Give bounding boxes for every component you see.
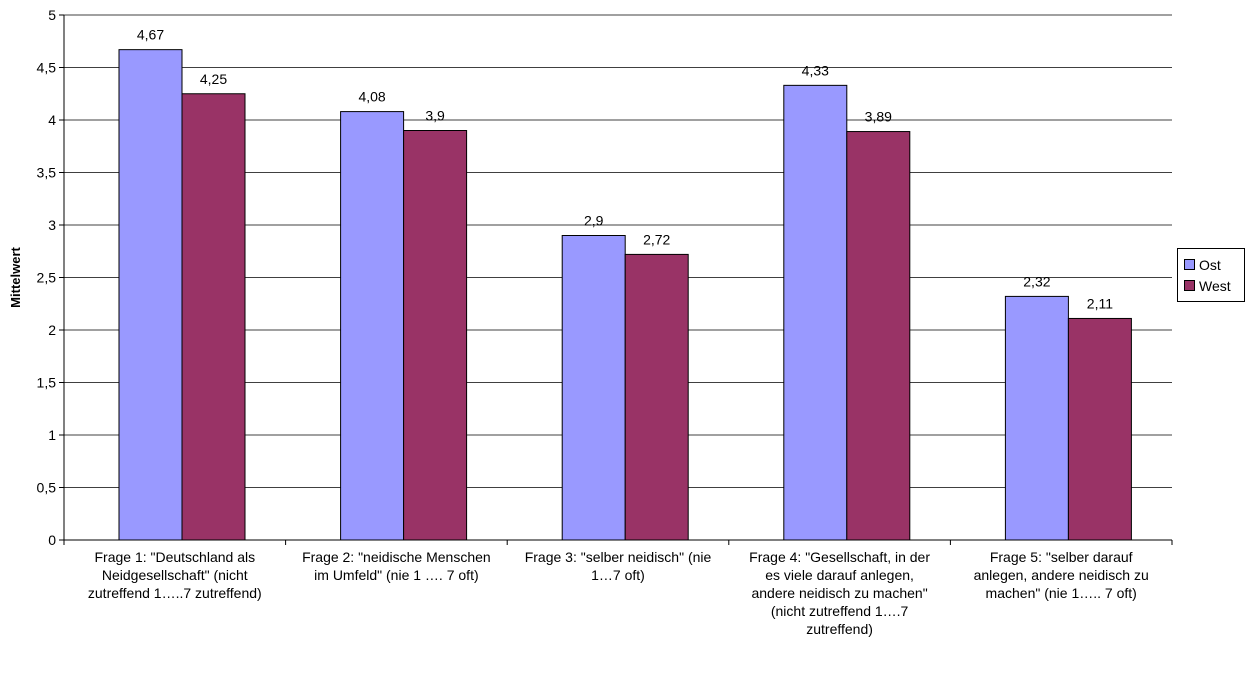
data-label-ost-5: 2,32 [1023,273,1050,289]
y-tick-label: 5 [48,7,56,23]
x-tick-label: Frage 2: "neidische Menschen im Umfeld" … [302,549,491,583]
y-tick-label: 4 [48,112,56,128]
y-tick-label: 1 [48,427,56,443]
y-axis-label: Mittelwert [8,246,23,307]
data-label-west-4: 3,89 [865,109,892,125]
bar-ost-1 [118,49,183,541]
bar-west-2 [403,130,468,541]
x-tick-label: Frage 4: "Gesellschaft, in der es viele … [749,549,931,637]
data-label-ost-3: 2,9 [584,213,604,229]
x-tick-label: Frage 5: "selber darauf anlegen, andere … [973,549,1149,601]
y-tick-label: 0,5 [37,480,57,496]
legend-label: Ost [1199,256,1221,273]
bar-west-1 [181,93,246,541]
legend-item-ost: Ost [1184,254,1244,275]
y-tick-label: 1,5 [37,375,57,391]
y-tick-label: 3 [48,217,56,233]
y-tick-label: 3,5 [37,165,57,181]
data-label-west-1: 4,25 [200,71,227,87]
y-axis-ticks: 0 0,5 1 1,5 2 2,5 3 3,5 4 4,5 5 [37,7,1173,548]
legend-swatch [1184,259,1195,270]
bar-ost-2 [340,111,405,541]
legend-item-west: West [1184,275,1244,296]
bars [118,49,1132,541]
data-label-west-5: 2,11 [1087,295,1113,311]
data-label-west-3: 2,72 [643,231,670,247]
data-label-ost-1: 4,67 [137,27,164,43]
y-tick-label: 0 [48,532,56,548]
x-tick-label: Frage 1: "Deutschland als Neidgesellscha… [87,549,262,601]
bar-ost-5 [1004,295,1069,541]
data-label-west-2: 3,9 [425,108,445,124]
bar-west-5 [1067,317,1132,541]
bar-west-3 [624,253,689,541]
data-labels: 4,67 4,25 4,08 3,9 2,9 2,72 4,33 3,89 2,32 2,11 [137,27,1113,312]
bar-ost-3 [561,235,626,541]
y-tick-label: 2 [48,322,56,338]
y-tick-label: 2,5 [37,270,57,286]
bar-ost-4 [783,84,848,541]
data-label-ost-4: 4,33 [802,62,829,78]
y-tick-label: 4,5 [37,60,57,76]
x-tick-label: Frage 3: "selber neidisch" (nie 1…7 oft) [524,549,712,583]
legend-label: West [1199,277,1231,294]
bar-west-4 [846,131,911,541]
data-label-ost-2: 4,08 [358,89,385,105]
legend-swatch [1184,280,1195,291]
legend: Ost West [1177,248,1245,302]
